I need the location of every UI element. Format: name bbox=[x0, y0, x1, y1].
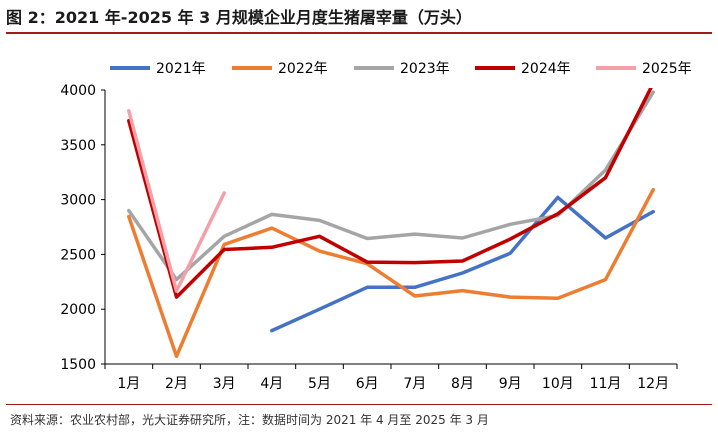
series-group bbox=[127, 88, 655, 359]
x-tick-label: 11月 bbox=[590, 376, 622, 392]
y-tick-label: 3500 bbox=[60, 138, 96, 154]
y-tick-label: 3000 bbox=[60, 193, 96, 209]
series-line-2022年 bbox=[127, 187, 655, 359]
x-tick-label: 6月 bbox=[356, 376, 379, 392]
x-tick-label: 2月 bbox=[165, 376, 188, 392]
source-divider bbox=[6, 404, 712, 405]
series-line-2023年 bbox=[127, 90, 655, 282]
chart-title: 图 2：2021 年-2025 年 3 月规模企业月度生猪屠宰量（万头） bbox=[6, 8, 472, 27]
x-tick-label: 1月 bbox=[117, 376, 140, 392]
legend-label: 2022年 bbox=[278, 61, 328, 77]
y-tick-label: 2000 bbox=[60, 302, 96, 318]
x-tick-label: 8月 bbox=[451, 376, 474, 392]
x-tick-label: 7月 bbox=[403, 376, 426, 392]
x-tick-label: 9月 bbox=[499, 376, 522, 392]
y-tick-label: 1500 bbox=[60, 357, 96, 373]
series-line-2021年 bbox=[270, 195, 655, 333]
y-tick-label: 2500 bbox=[60, 247, 96, 263]
title-divider bbox=[6, 32, 712, 34]
x-tick-label: 3月 bbox=[213, 376, 236, 392]
x-tick-label: 10月 bbox=[542, 376, 574, 392]
legend-label: 2025年 bbox=[642, 61, 692, 77]
x-tick-label: 5月 bbox=[308, 376, 331, 392]
series-line-2025年 bbox=[127, 109, 226, 293]
x-tick-label: 12月 bbox=[637, 376, 669, 392]
line-chart: 1500 2000 2500 3000 3500 4000 1月 2月 3月 4月 5月 6月 7月 8月… bbox=[60, 61, 692, 392]
x-tick-label: 4月 bbox=[260, 376, 283, 392]
y-tick-label: 4000 bbox=[60, 83, 96, 99]
source-note: 资料来源：农业农村部，光大证券研究所，注：数据时间为 2021 年 4 月至 2… bbox=[10, 413, 489, 427]
series-line-2024年 bbox=[127, 88, 653, 299]
legend-label: 2021年 bbox=[156, 61, 206, 77]
legend-label: 2023年 bbox=[400, 61, 450, 77]
legend-label: 2024年 bbox=[521, 61, 571, 77]
